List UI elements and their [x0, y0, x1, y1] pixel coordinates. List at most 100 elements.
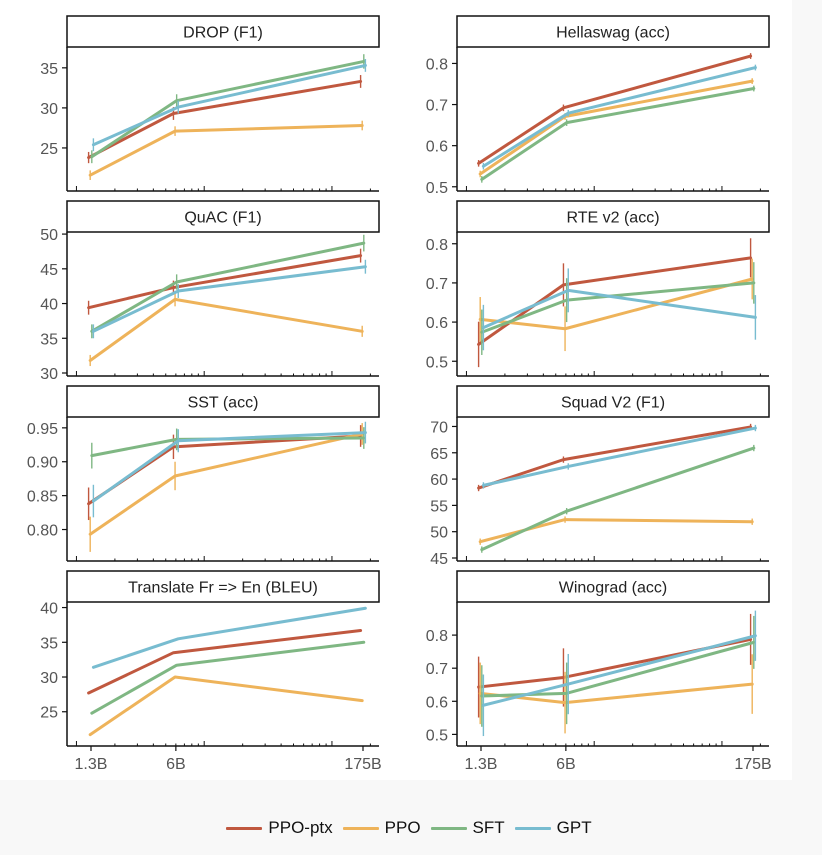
series-gpt: [91, 421, 367, 518]
series-line: [88, 675, 364, 737]
series-gpt: [481, 610, 757, 737]
series-ppo-ptx: [477, 53, 753, 167]
y-tick-label: 0.6: [426, 315, 448, 332]
facet-title: Translate Fr => En (BLEU): [128, 580, 318, 597]
series-sft: [90, 427, 366, 469]
series-ppo: [478, 516, 754, 545]
y-tick-label: 30: [40, 366, 58, 383]
y-tick-label: 0.8: [426, 628, 448, 645]
facet-title: QuAC (F1): [184, 210, 261, 227]
legend-swatch-sft: [430, 826, 467, 830]
y-tick-label: 0.8: [426, 237, 448, 254]
series-gpt: [91, 259, 367, 339]
y-tick-label: 45: [40, 262, 58, 279]
y-tick-label: 70: [430, 419, 448, 436]
series-sft: [90, 54, 366, 164]
legend-label: SFT: [472, 818, 505, 837]
series-line: [87, 434, 363, 506]
panel-sst-acc: SST (acc) 0.80 0.85 0.90 0.95: [27, 385, 380, 562]
y-tick-label: 0.6: [426, 694, 448, 711]
y-tick-label: 25: [40, 705, 58, 722]
facet-title: SST (acc): [188, 395, 259, 412]
series-ppo: [88, 423, 364, 552]
legend-swatch-gpt: [514, 826, 551, 830]
series-ppo: [88, 675, 364, 737]
series-line: [481, 634, 757, 707]
x-tick-label: 6B: [556, 756, 576, 773]
series-sft: [90, 234, 366, 339]
facet-strip: [66, 385, 380, 418]
figure: DROP (F1) 25 30 35 Hellaswag (acc) 0.5 0.6 0.7 0…: [26, 15, 772, 773]
series-line: [87, 254, 363, 310]
panel-winograd-acc: Winograd (acc) 0.5 0.6 0.7 0.8 1.3B 6B 175B: [426, 570, 772, 773]
y-tick-label: 50: [430, 525, 448, 542]
y-tick-label: 0.95: [27, 421, 58, 438]
y-tick-label: 0.5: [426, 354, 448, 371]
facet-title: Hellaswag (acc): [556, 25, 670, 42]
series-sft: [480, 615, 756, 727]
x-tick-label: 1.3B: [75, 756, 108, 773]
y-tick-label: 0.90: [27, 455, 58, 472]
facet-strip: [456, 570, 770, 603]
series-gpt: [91, 606, 367, 669]
x-tick-label: 1.3B: [465, 756, 498, 773]
series-sft: [480, 85, 756, 183]
facet-grid-chart: DROP (F1) 25 30 35 Hellaswag (acc) 0.5 0.6 0.7 0…: [27, 15, 772, 773]
facet-strip: [66, 200, 380, 233]
series-ppo-ptx: [477, 238, 753, 368]
series-gpt: [481, 64, 757, 170]
legend: PPO-ptx PPO SFT GPT: [0, 810, 822, 846]
x-tick-label: 175B: [734, 756, 771, 773]
y-tick-label: 50: [40, 227, 58, 244]
series-ppo-ptx: [477, 613, 753, 718]
facet-strip: [66, 570, 380, 603]
facet-title: RTE v2 (acc): [566, 210, 659, 227]
series-sft: [90, 640, 366, 715]
legend-item-ppo-ptx: PPO-ptx: [226, 818, 333, 838]
legend-item-ppo: PPO: [342, 818, 421, 838]
y-tick-label: 25: [40, 141, 58, 158]
series-ppo-ptx: [87, 628, 363, 695]
legend-swatch-ppo-ptx: [226, 826, 263, 830]
series-ppo: [478, 258, 754, 352]
y-tick-label: 60: [430, 472, 448, 489]
series-gpt: [481, 268, 757, 351]
y-tick-label: 40: [40, 297, 58, 314]
series-line: [88, 124, 364, 177]
y-tick-label: 0.80: [27, 523, 58, 540]
y-tick-label: 0.7: [426, 276, 448, 293]
panel-translate-fr-en-bleu: Translate Fr => En (BLEU) 25 30 35 40 1.3B 6B 1…: [40, 570, 382, 773]
legend-item-sft: SFT: [430, 818, 505, 838]
series-ppo-ptx: [477, 423, 753, 492]
facet-strip: [456, 15, 770, 48]
facet-title: DROP (F1): [183, 25, 263, 42]
facet-strip: [456, 385, 770, 418]
series-ppo: [88, 120, 364, 180]
series-line: [90, 241, 366, 333]
x-tick-label: 6B: [166, 756, 186, 773]
legend-label: PPO: [384, 818, 421, 837]
y-tick-label: 35: [40, 331, 58, 348]
legend-swatch-ppo: [342, 826, 379, 830]
series-sft: [480, 262, 756, 355]
legend-label: PPO-ptx: [268, 818, 333, 837]
series-line: [480, 446, 756, 552]
y-tick-label: 40: [40, 601, 58, 618]
panel-rte-v2-acc: RTE v2 (acc) 0.5 0.6 0.7 0.8: [426, 200, 770, 377]
y-tick-label: 0.7: [426, 661, 448, 678]
y-tick-label: 55: [430, 498, 448, 515]
facet-strip: [66, 15, 380, 48]
legend-label: GPT: [556, 818, 592, 837]
y-tick-label: 0.5: [426, 727, 448, 744]
facet-title: Squad V2 (F1): [561, 395, 665, 412]
series-line: [481, 426, 757, 487]
y-tick-label: 45: [430, 551, 448, 568]
y-tick-label: 65: [430, 446, 448, 463]
series-line: [87, 79, 363, 160]
series-ppo: [88, 292, 364, 367]
y-tick-label: 0.85: [27, 489, 58, 506]
y-tick-label: 30: [40, 670, 58, 687]
y-tick-label: 30: [40, 101, 58, 118]
series-line: [477, 256, 753, 346]
series-line: [91, 265, 367, 333]
